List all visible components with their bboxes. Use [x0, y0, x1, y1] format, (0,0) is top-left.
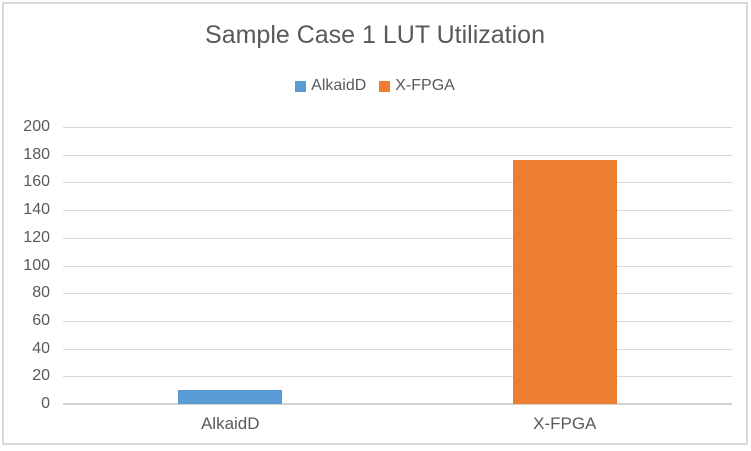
legend-item: AlkaidD	[295, 77, 366, 95]
gridline	[63, 127, 732, 128]
bar-alkaidd	[178, 390, 283, 404]
legend-swatch-icon	[295, 80, 307, 92]
y-tick-label: 80	[32, 284, 50, 302]
y-tick-label: 180	[23, 145, 50, 163]
y-tick-label: 40	[32, 339, 50, 357]
y-tick-label: 120	[23, 228, 50, 246]
x-axis-labels: AlkaidD X-FPGA	[63, 414, 732, 436]
bar-x-fpga	[512, 160, 617, 404]
x-category-label: X-FPGA	[533, 414, 597, 433]
legend-label: AlkaidD	[311, 77, 367, 94]
chart-legend: AlkaidD X-FPGA	[4, 77, 746, 95]
gridline	[63, 293, 732, 295]
gridline	[63, 348, 732, 350]
gridline	[63, 376, 732, 378]
gridline	[63, 210, 732, 212]
gridline	[63, 182, 732, 184]
x-category-label: AlkaidD	[200, 414, 260, 433]
gridline	[63, 154, 732, 156]
chart-title: Sample Case 1 LUT Utilization	[205, 21, 545, 49]
gridline	[63, 320, 732, 322]
y-tick-label: 100	[23, 256, 50, 274]
y-tick-label: 60	[32, 311, 50, 329]
legend-label: X-FPGA	[395, 77, 455, 94]
y-tick-label: 140	[23, 201, 50, 219]
gridline	[63, 265, 732, 267]
y-tick-label: 200	[23, 118, 50, 135]
y-tick-label: 160	[23, 173, 50, 191]
gridline	[63, 237, 732, 239]
x-axis-line	[63, 403, 732, 405]
y-axis-labels: 0 20 40 60 80 100 120 140 160 180 200	[4, 118, 50, 412]
plot-area	[63, 127, 732, 405]
legend-swatch-icon	[379, 80, 391, 92]
chart-frame: Sample Case 1 LUT Utilization AlkaidD X-F…	[2, 2, 748, 445]
y-tick-label: 20	[32, 367, 50, 385]
legend-item: X-FPGA	[379, 77, 455, 95]
y-tick-label: 0	[41, 395, 50, 412]
